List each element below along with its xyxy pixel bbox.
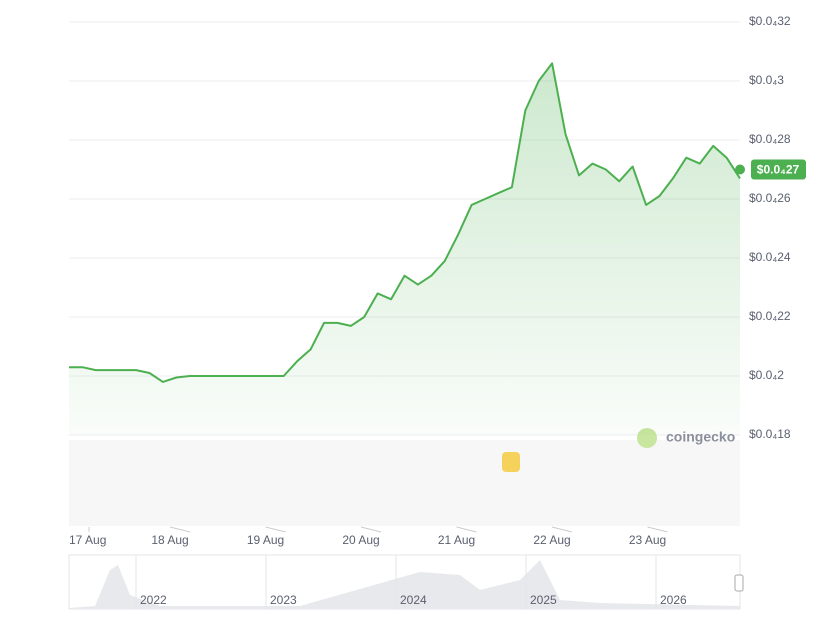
x-tick-label: 21 Aug (438, 533, 475, 547)
y-tick-label: $0.0₄3 (749, 73, 784, 87)
x-tick-label: 22 Aug (533, 533, 570, 547)
current-dot (735, 164, 745, 175)
navigator-year: 2023 (270, 593, 297, 607)
x-tick (265, 526, 286, 533)
y-tick-label: $0.0₄32 (749, 14, 791, 28)
event-marker[interactable] (502, 452, 520, 472)
y-tick-label: $0.0₄28 (749, 132, 791, 146)
navigator-year: 2026 (660, 593, 687, 607)
x-tick-label: 18 Aug (151, 533, 188, 547)
x-tick-label: 19 Aug (247, 533, 284, 547)
x-tick (551, 526, 573, 533)
x-tick (360, 526, 382, 533)
navigator-area (69, 560, 740, 609)
navigator-year: 2024 (400, 593, 427, 607)
price-line (69, 62, 741, 383)
x-tick (456, 526, 477, 533)
y-tick-label: $0.0₄2 (749, 368, 784, 382)
navigator-year: 2022 (140, 593, 167, 607)
x-tick (647, 526, 668, 533)
x-tick-label: 17 Aug (69, 533, 106, 547)
price-badge (751, 159, 806, 180)
y-tick-label: $0.0₄18 (749, 427, 791, 441)
y-tick-label: $0.0₄26 (749, 191, 791, 205)
volume-area (69, 440, 740, 526)
navigator-handle[interactable] (734, 574, 744, 592)
x-tick-label: 23 Aug (629, 533, 666, 547)
x-tick (169, 526, 191, 533)
y-tick-label: $0.0₄22 (749, 309, 791, 323)
y-tick-label: $0.0₄24 (749, 250, 791, 264)
navigator-year: 2025 (530, 593, 557, 607)
x-tick-label: 20 Aug (342, 533, 379, 547)
price-badge-label: $0.0₄27 (757, 163, 800, 177)
